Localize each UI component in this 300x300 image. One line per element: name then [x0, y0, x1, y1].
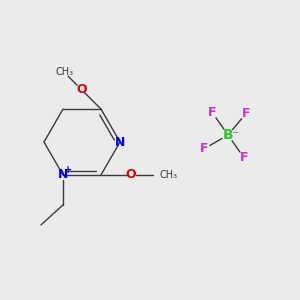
Text: +: + — [64, 165, 72, 175]
Text: F: F — [200, 142, 208, 155]
Text: F: F — [242, 107, 250, 120]
Text: CH₃: CH₃ — [159, 170, 177, 180]
Text: F: F — [208, 106, 216, 118]
Text: O: O — [126, 168, 136, 182]
Text: N: N — [58, 168, 68, 182]
Text: F: F — [240, 152, 248, 164]
Text: O: O — [76, 83, 86, 96]
Text: B: B — [223, 128, 233, 142]
Text: −: − — [232, 128, 238, 137]
Text: N: N — [115, 136, 125, 148]
Text: CH₃: CH₃ — [55, 67, 73, 77]
